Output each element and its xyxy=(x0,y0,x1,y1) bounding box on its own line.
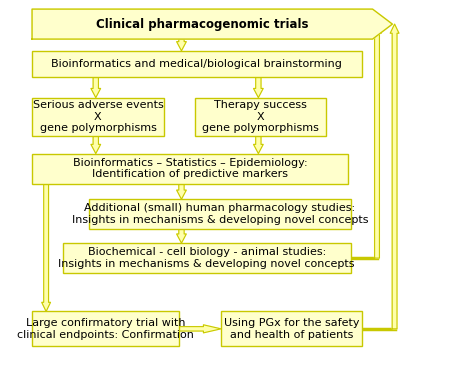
Polygon shape xyxy=(177,39,186,51)
Text: Therapy success
X
gene polymorphisms: Therapy success X gene polymorphisms xyxy=(202,100,319,133)
FancyBboxPatch shape xyxy=(32,98,164,136)
Polygon shape xyxy=(177,184,186,199)
Text: Biochemical - cell biology - animal studies:
Insights in mechanisms & developing: Biochemical - cell biology - animal stud… xyxy=(58,247,355,269)
Polygon shape xyxy=(91,136,101,153)
FancyBboxPatch shape xyxy=(32,51,362,77)
Text: Clinical pharmacogenomic trials: Clinical pharmacogenomic trials xyxy=(96,18,308,30)
Text: Large confirmatory trial with
clinical endpoints: Confirmation: Large confirmatory trial with clinical e… xyxy=(17,318,194,339)
Text: Additional (small) human pharmacology studies:
Insights in mechanisms & developi: Additional (small) human pharmacology st… xyxy=(72,203,368,225)
Text: Serious adverse events
X
gene polymorphisms: Serious adverse events X gene polymorphi… xyxy=(33,100,163,133)
Polygon shape xyxy=(179,325,221,333)
Text: Bioinformatics – Statistics – Epidemiology:
Identification of predictive markers: Bioinformatics – Statistics – Epidemiolo… xyxy=(73,158,308,179)
Polygon shape xyxy=(42,184,50,312)
Polygon shape xyxy=(373,24,381,258)
FancyBboxPatch shape xyxy=(63,243,351,273)
Polygon shape xyxy=(32,9,392,39)
Polygon shape xyxy=(253,77,263,98)
FancyBboxPatch shape xyxy=(89,199,351,229)
FancyBboxPatch shape xyxy=(195,98,326,136)
Polygon shape xyxy=(177,229,186,243)
Text: Using PGx for the safety
and health of patients: Using PGx for the safety and health of p… xyxy=(224,318,359,339)
Polygon shape xyxy=(91,77,101,98)
Polygon shape xyxy=(253,136,263,153)
Text: Bioinformatics and medical/biological brainstorming: Bioinformatics and medical/biological br… xyxy=(51,59,342,69)
Polygon shape xyxy=(390,24,399,329)
FancyBboxPatch shape xyxy=(32,312,179,346)
FancyBboxPatch shape xyxy=(32,153,348,184)
FancyBboxPatch shape xyxy=(221,312,362,346)
